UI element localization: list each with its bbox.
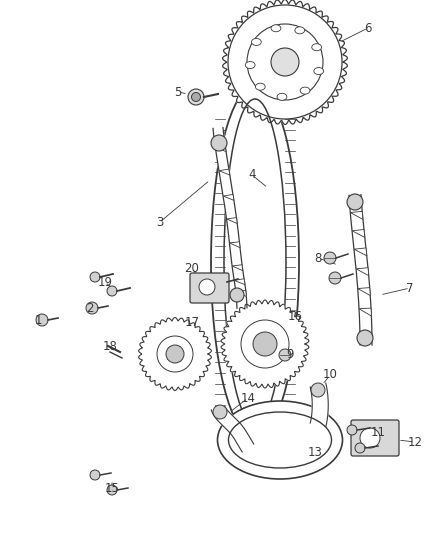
Polygon shape [349, 195, 372, 345]
Text: 20: 20 [184, 262, 199, 274]
Circle shape [90, 272, 100, 282]
Circle shape [191, 93, 201, 101]
Text: 17: 17 [184, 316, 199, 328]
Text: 13: 13 [307, 446, 322, 458]
Text: 18: 18 [102, 340, 117, 352]
Text: 5: 5 [174, 85, 182, 99]
Polygon shape [226, 217, 237, 223]
Text: 14: 14 [240, 392, 255, 405]
Text: 10: 10 [322, 368, 337, 382]
Circle shape [360, 428, 380, 448]
Polygon shape [215, 146, 226, 151]
Text: 19: 19 [98, 276, 113, 288]
Polygon shape [354, 248, 367, 256]
Polygon shape [358, 288, 370, 296]
Circle shape [199, 279, 215, 295]
Circle shape [355, 443, 365, 453]
Text: 4: 4 [248, 168, 256, 182]
Polygon shape [211, 406, 254, 452]
Polygon shape [350, 212, 363, 220]
Circle shape [279, 349, 291, 361]
Ellipse shape [218, 401, 343, 479]
Polygon shape [223, 0, 347, 125]
Circle shape [211, 135, 227, 151]
Text: 8: 8 [314, 252, 321, 264]
Polygon shape [356, 268, 369, 276]
Circle shape [107, 485, 117, 495]
Text: 6: 6 [364, 21, 372, 35]
Circle shape [347, 194, 363, 210]
Ellipse shape [312, 44, 321, 51]
Polygon shape [234, 279, 245, 285]
Polygon shape [232, 265, 243, 271]
Polygon shape [139, 318, 212, 391]
Circle shape [188, 89, 204, 105]
Circle shape [271, 48, 299, 76]
Text: 15: 15 [105, 481, 120, 495]
Ellipse shape [224, 99, 286, 425]
Ellipse shape [255, 83, 265, 90]
Ellipse shape [295, 27, 305, 34]
Circle shape [253, 332, 277, 356]
Text: 9: 9 [286, 349, 294, 361]
Text: 11: 11 [371, 425, 385, 439]
Polygon shape [310, 383, 328, 427]
Circle shape [90, 470, 100, 480]
Circle shape [329, 272, 341, 284]
Polygon shape [221, 300, 309, 388]
Circle shape [107, 286, 117, 296]
Circle shape [357, 330, 373, 346]
Circle shape [213, 405, 227, 419]
Circle shape [324, 252, 336, 264]
Circle shape [230, 288, 244, 302]
Text: 12: 12 [407, 435, 423, 448]
Text: 16: 16 [287, 310, 303, 322]
Polygon shape [219, 169, 230, 175]
FancyBboxPatch shape [190, 273, 229, 303]
Polygon shape [223, 195, 234, 200]
Ellipse shape [245, 61, 255, 69]
Polygon shape [236, 290, 247, 296]
Ellipse shape [300, 87, 310, 94]
Ellipse shape [211, 86, 299, 438]
Ellipse shape [271, 25, 281, 32]
Ellipse shape [314, 68, 324, 75]
Circle shape [86, 302, 98, 314]
Polygon shape [213, 127, 247, 308]
Polygon shape [230, 242, 240, 248]
Ellipse shape [229, 412, 332, 468]
Text: 2: 2 [86, 302, 94, 314]
FancyBboxPatch shape [351, 420, 399, 456]
Ellipse shape [251, 38, 261, 45]
Polygon shape [359, 308, 371, 316]
Circle shape [166, 345, 184, 363]
Circle shape [36, 314, 48, 326]
Ellipse shape [277, 93, 287, 100]
Text: 1: 1 [34, 313, 42, 327]
Polygon shape [352, 230, 365, 237]
Circle shape [311, 383, 325, 397]
Circle shape [347, 425, 357, 435]
Text: 7: 7 [406, 281, 414, 295]
Text: 3: 3 [156, 215, 164, 229]
